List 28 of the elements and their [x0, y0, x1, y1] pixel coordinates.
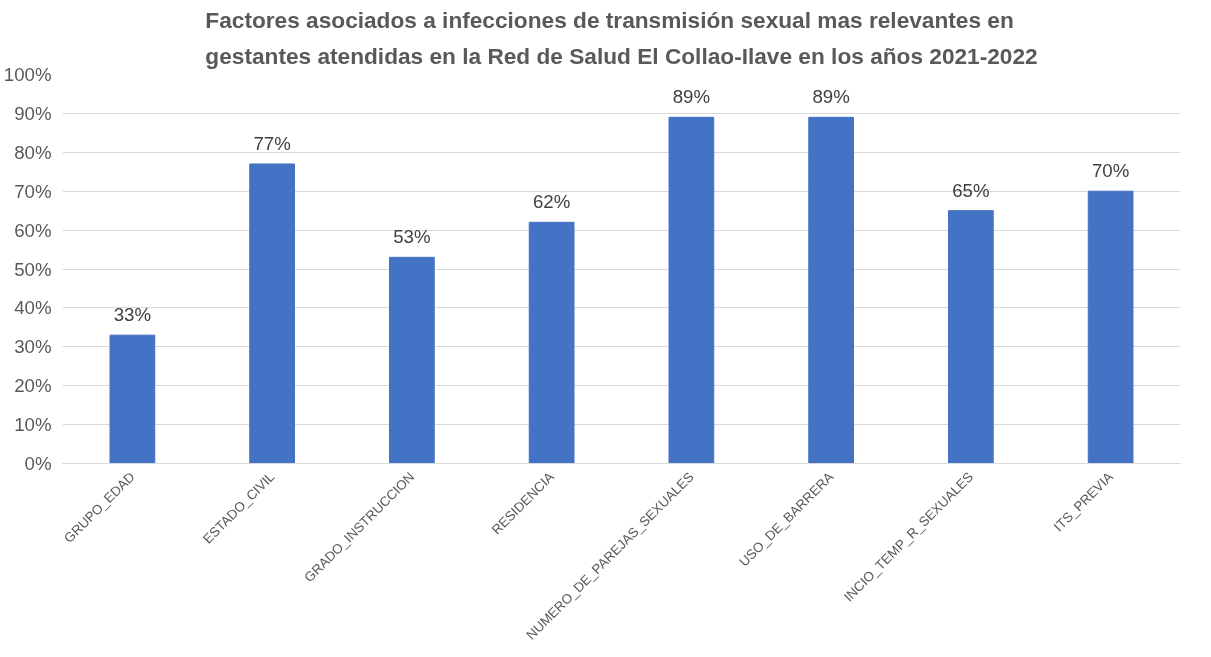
data-label: 62%	[532, 191, 571, 213]
y-tick-label: 50%	[14, 258, 52, 280]
data-label: 65%	[952, 179, 990, 201]
bar	[109, 334, 156, 464]
chart-title: Factores asociados a infecciones de transmisión sexual mas relevantes en gestantes atendidas en la Red de Salud El Collao-Ilave en los años 2021-2022	[205, 7, 1038, 70]
y-tick-label: 100%	[3, 64, 52, 85]
data-label: 33%	[113, 304, 152, 326]
bar	[249, 163, 295, 464]
y-tick-label: 60%	[14, 219, 52, 241]
y-tick-label: 0%	[24, 453, 52, 474]
bar	[668, 116, 715, 464]
y-tick-label: 40%	[14, 297, 52, 319]
data-label: 89%	[812, 86, 850, 108]
y-tick-label: 70%	[14, 180, 52, 202]
y-tick-label: 10%	[14, 414, 52, 436]
bar	[528, 221, 575, 464]
y-tick-label: 90%	[14, 102, 52, 124]
bar	[389, 256, 435, 464]
data-label: 77%	[253, 132, 291, 154]
y-tick-label: 80%	[14, 141, 52, 163]
data-label: 70%	[1091, 160, 1130, 182]
bar	[808, 116, 854, 464]
y-tick-label: 30%	[14, 336, 52, 358]
y-tick-label: 20%	[14, 375, 52, 397]
data-label: 53%	[393, 226, 431, 248]
bar	[1087, 190, 1134, 464]
bar	[948, 210, 994, 464]
data-label: 89%	[672, 86, 711, 108]
